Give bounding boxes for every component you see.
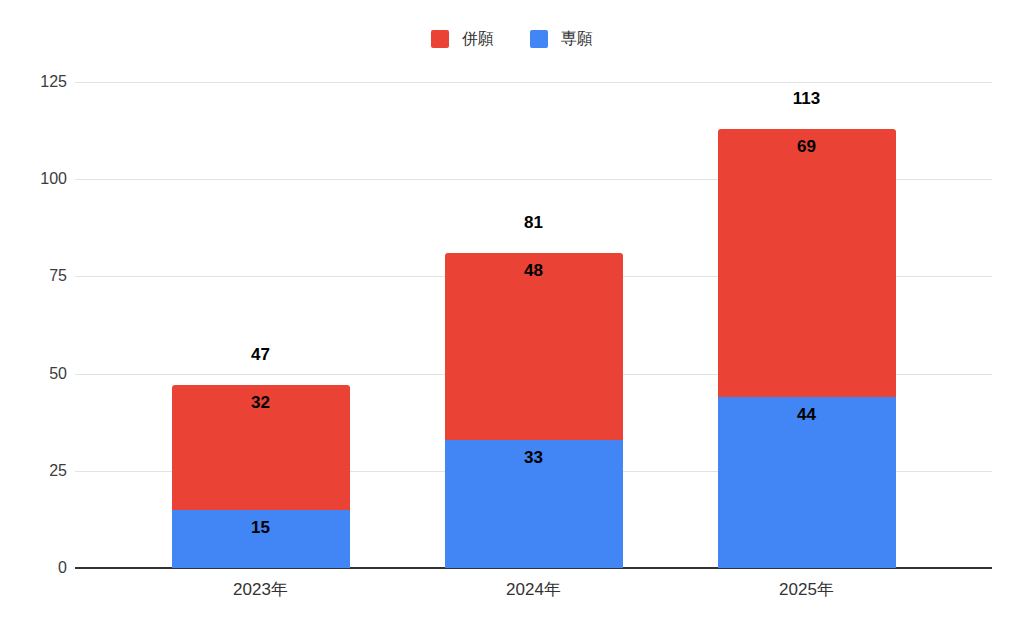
y-axis-tick-label: 75 xyxy=(19,266,67,286)
bar-total-value: 47 xyxy=(221,345,301,365)
stacked-bar-chart: 併願専願 02550751001251532472023年3348812024年… xyxy=(0,0,1024,633)
x-axis-category-label: 2024年 xyxy=(474,580,594,600)
plot-area: 0 25 50 75 100 125 15 32 47 2023年 33 48 81 2024年 44 69 1… xyxy=(0,0,1024,633)
x-axis-category-label: 2023年 xyxy=(201,580,321,600)
bar-segment-value: 33 xyxy=(494,448,574,468)
bar-segment-value: 32 xyxy=(221,393,301,413)
y-axis-tick-label: 50 xyxy=(19,364,67,384)
y-axis-tick-label: 125 xyxy=(19,72,67,92)
y-axis-tick-label: 25 xyxy=(19,461,67,481)
bar-segment-value: 48 xyxy=(494,261,574,281)
bar-segment[interactable] xyxy=(718,129,896,397)
bar-total-value: 81 xyxy=(494,213,574,233)
bar-segment-value: 44 xyxy=(767,405,847,425)
gridline xyxy=(75,82,992,83)
x-axis-category-label: 2025年 xyxy=(747,580,867,600)
bar-total-value: 113 xyxy=(767,89,847,109)
bar-segment-value: 69 xyxy=(767,137,847,157)
y-axis-tick-label: 100 xyxy=(19,169,67,189)
bar-segment-value: 15 xyxy=(221,518,301,538)
y-axis-tick-label: 0 xyxy=(19,558,67,578)
